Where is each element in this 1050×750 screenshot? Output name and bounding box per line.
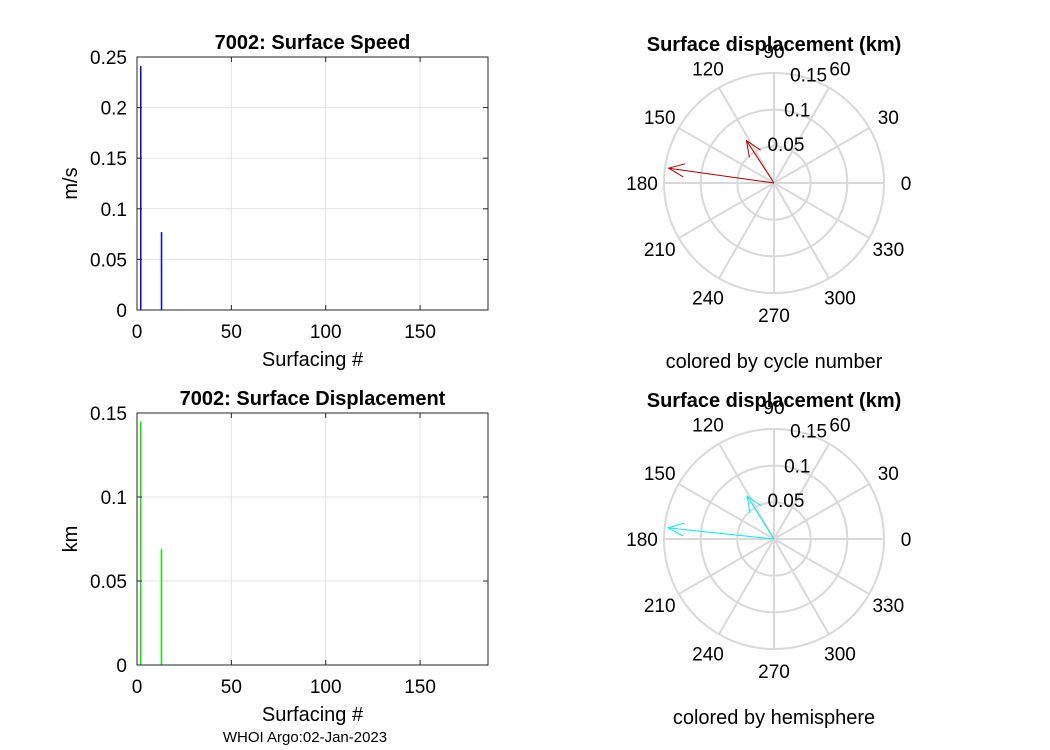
polar-chart-cycle: 0.05 0.1 0.15 0 30 60 90 120 150 180 210 240 270 300 3… bbox=[626, 34, 911, 373]
vector-shaft bbox=[746, 495, 775, 540]
angle-tick-label: 90 bbox=[763, 42, 784, 63]
chart-title: Surface displacement (km) bbox=[647, 390, 902, 412]
polar-spoke bbox=[773, 443, 830, 540]
angle-tick-label: 270 bbox=[758, 306, 790, 327]
footer-text: WHOI Argo:02-Jan-2023 bbox=[223, 729, 387, 746]
y-axis-label: m/s bbox=[60, 167, 82, 199]
x-axis-label: Surfacing # bbox=[262, 349, 364, 371]
y-tick-label: 0.15 bbox=[90, 149, 127, 170]
angle-tick-label: 30 bbox=[878, 108, 899, 129]
polar-spoke bbox=[678, 182, 775, 239]
chart-title: 7002: Surface Speed bbox=[215, 32, 411, 54]
angle-tick-label: 150 bbox=[644, 464, 676, 485]
speed-chart: 0 50 100 150 0 0.05 0.1 0.15 0.2 0.25 7002: Surfac… bbox=[60, 32, 489, 371]
r-tick-label: 0.1 bbox=[784, 456, 810, 477]
polar-spoke bbox=[718, 538, 775, 635]
polar-ring bbox=[663, 428, 885, 650]
x-axis-label: Surfacing # bbox=[262, 704, 364, 726]
angle-tick-label: 240 bbox=[692, 288, 724, 309]
x-tick-label: 100 bbox=[310, 677, 342, 698]
angle-tick-label: 120 bbox=[692, 60, 724, 81]
r-tick-label: 0.05 bbox=[767, 135, 804, 156]
angle-tick-label: 0 bbox=[901, 530, 912, 551]
y-axis-label: km bbox=[60, 526, 82, 553]
angle-tick-label: 330 bbox=[872, 596, 904, 617]
r-tick-label: 0.05 bbox=[767, 491, 804, 512]
angle-tick-label: 210 bbox=[644, 596, 676, 617]
angle-tick-label: 240 bbox=[692, 644, 724, 665]
chart-title: 7002: Surface Displacement bbox=[180, 388, 446, 410]
vector-head bbox=[745, 139, 761, 158]
angle-tick-label: 330 bbox=[872, 240, 904, 261]
polar-spoke bbox=[773, 127, 870, 184]
x-tick-label: 150 bbox=[404, 322, 436, 343]
r-tick-label: 0.15 bbox=[790, 421, 827, 442]
polar-spoke bbox=[718, 182, 775, 279]
axes-box bbox=[136, 412, 489, 666]
polar-spoke bbox=[678, 538, 775, 595]
chart-caption: colored by hemisphere bbox=[673, 707, 875, 729]
r-tick-label: 0.15 bbox=[790, 65, 827, 86]
plot-area bbox=[137, 413, 488, 665]
polar-ring bbox=[736, 501, 812, 577]
angle-tick-label: 270 bbox=[758, 662, 790, 683]
polar-ring bbox=[699, 464, 849, 614]
angle-tick-label: 150 bbox=[644, 108, 676, 129]
polar-spoke bbox=[678, 483, 775, 540]
angle-tick-label: 300 bbox=[824, 288, 856, 309]
y-tick-label: 0.05 bbox=[90, 250, 127, 271]
y-tick-label: 0 bbox=[116, 301, 127, 322]
vector-head bbox=[667, 163, 686, 178]
vector-shaft bbox=[668, 527, 775, 540]
angle-tick-label: 180 bbox=[626, 530, 658, 551]
polar-ring bbox=[699, 108, 849, 258]
angle-tick-label: 120 bbox=[692, 416, 724, 437]
polar-spoke bbox=[773, 538, 870, 595]
y-tick-label: 0.05 bbox=[90, 572, 127, 593]
polar-spoke bbox=[773, 483, 870, 540]
chart-caption: colored by cycle number bbox=[666, 351, 883, 373]
chart-title: Surface displacement (km) bbox=[647, 34, 902, 56]
angle-tick-label: 90 bbox=[763, 398, 784, 419]
polar-spoke bbox=[718, 87, 775, 184]
y-tick-label: 0.25 bbox=[90, 48, 127, 69]
x-tick-label: 50 bbox=[221, 677, 242, 698]
angle-tick-label: 300 bbox=[824, 644, 856, 665]
angle-tick-label: 60 bbox=[829, 60, 850, 81]
polar-spoke bbox=[773, 87, 830, 184]
polar-ring bbox=[663, 72, 885, 294]
x-tick-label: 50 bbox=[221, 322, 242, 343]
vector-shaft bbox=[746, 140, 775, 184]
vector-head bbox=[746, 494, 762, 513]
plot-area bbox=[137, 57, 488, 310]
angle-tick-label: 60 bbox=[829, 416, 850, 437]
polar-spoke bbox=[678, 127, 775, 184]
angle-tick-label: 210 bbox=[644, 240, 676, 261]
angle-tick-label: 180 bbox=[626, 174, 658, 195]
x-tick-label: 0 bbox=[132, 322, 143, 343]
x-tick-label: 0 bbox=[132, 677, 143, 698]
vector-shaft bbox=[668, 167, 775, 184]
polar-ring bbox=[736, 145, 812, 221]
polar-spoke bbox=[773, 182, 830, 279]
angle-tick-label: 30 bbox=[878, 464, 899, 485]
polar-spoke bbox=[718, 443, 775, 540]
y-tick-label: 0.1 bbox=[101, 200, 127, 221]
y-tick-label: 0 bbox=[116, 656, 127, 677]
polar-chart-hemisphere: 0.05 0.1 0.15 0 30 60 90 120 150 180 210 240 270 300 3… bbox=[626, 390, 911, 729]
vector-head bbox=[666, 522, 685, 537]
polar-spoke bbox=[773, 538, 830, 635]
y-tick-label: 0.2 bbox=[101, 99, 127, 120]
angle-tick-label: 0 bbox=[901, 174, 912, 195]
axes-box bbox=[136, 56, 489, 311]
y-tick-label: 0.1 bbox=[101, 488, 127, 509]
y-tick-label: 0.15 bbox=[90, 404, 127, 425]
x-tick-label: 100 bbox=[310, 322, 342, 343]
x-tick-label: 150 bbox=[404, 677, 436, 698]
r-tick-label: 0.1 bbox=[784, 100, 810, 121]
displacement-chart: 0 50 100 150 0 0.05 0.1 0.15 7002: Surface Displ… bbox=[60, 388, 489, 726]
polar-spoke bbox=[773, 182, 870, 239]
